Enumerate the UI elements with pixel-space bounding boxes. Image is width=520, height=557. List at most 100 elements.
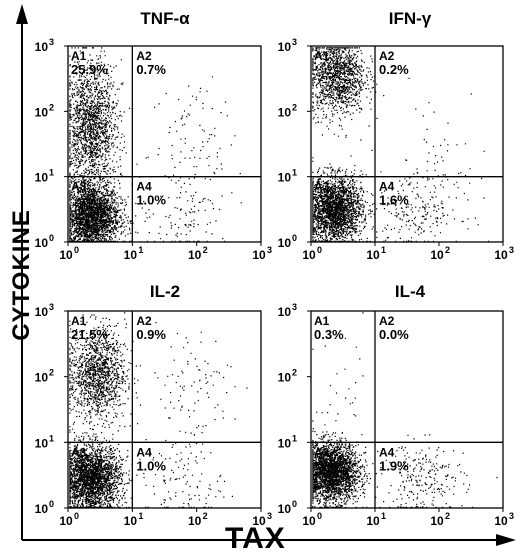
quadrant-id-a3: A3	[314, 180, 330, 194]
quadrant-percent-a2: 0.0%	[379, 327, 409, 342]
quadrant-id-a1: A1	[71, 49, 87, 63]
quadrant-id-a1: A1	[71, 314, 87, 328]
quadrant-id-a1: A1	[314, 314, 330, 328]
event-dot-cloud	[69, 312, 248, 508]
x-tick-label: 10	[430, 248, 444, 262]
x-tick-exponent: 1	[138, 245, 143, 255]
y-tick-label: 10	[35, 40, 49, 54]
x-tick-exponent: 0	[317, 511, 322, 521]
quadrant-id-a4: A4	[379, 180, 395, 194]
y-tick-exponent: 2	[49, 102, 54, 112]
event-dots	[69, 312, 248, 508]
y-tick-label: 10	[278, 371, 292, 385]
x-tick-exponent: 1	[381, 245, 386, 255]
y-tick-exponent: 3	[292, 302, 297, 312]
x-axis-label: TAX	[225, 522, 286, 555]
x-tick-exponent: 2	[203, 245, 208, 255]
plot-title: IL-4	[395, 282, 426, 301]
y-tick-label: 10	[278, 171, 292, 185]
y-tick-exponent: 3	[49, 37, 54, 47]
x-tick-label: 10	[302, 248, 316, 262]
y-tick-exponent: 0	[292, 499, 297, 509]
x-tick-exponent: 1	[381, 511, 386, 521]
y-tick-exponent: 1	[292, 433, 297, 443]
x-tick-exponent: 2	[445, 245, 450, 255]
quadrant-id-a3: A3	[314, 445, 330, 459]
x-tick-label: 10	[188, 248, 202, 262]
quadrant-id-a4: A4	[136, 445, 152, 459]
quadrant-percent-a4: 1.6%	[379, 193, 409, 208]
plot-title: IL-2	[150, 282, 180, 301]
quadrant-percent-a2: 0.2%	[379, 62, 409, 77]
quadrant-id-a2: A2	[136, 314, 152, 328]
event-dots	[69, 47, 242, 242]
x-tick-label: 10	[124, 514, 138, 528]
quadrant-percent-a1: 21.5%	[71, 327, 108, 342]
quadrant-id-a3: A3	[71, 180, 87, 194]
y-tick-label: 10	[35, 436, 49, 450]
x-tick-label: 10	[494, 514, 508, 528]
plot-frame	[67, 310, 262, 509]
x-tick-exponent: 3	[509, 511, 514, 521]
x-tick-exponent: 0	[74, 511, 79, 521]
y-tick-label: 10	[35, 502, 49, 516]
y-tick-exponent: 0	[49, 233, 54, 243]
y-tick-label: 10	[35, 371, 49, 385]
x-tick-label: 10	[430, 514, 444, 528]
y-tick-exponent: 3	[292, 37, 297, 47]
quadrant-id-a2: A2	[136, 49, 152, 63]
x-tick-exponent: 3	[509, 245, 514, 255]
x-tick-label: 10	[59, 514, 73, 528]
quadrant-id-a2: A2	[379, 49, 395, 63]
quadrant-id-a2: A2	[379, 314, 395, 328]
x-tick-label: 10	[494, 248, 508, 262]
quadrant-percent-a4: 1.0%	[136, 193, 166, 208]
x-tick-exponent: 3	[267, 511, 272, 521]
quadrant-percent-a2: 0.9%	[136, 327, 166, 342]
y-tick-label: 10	[278, 305, 292, 319]
x-tick-exponent: 0	[317, 245, 322, 255]
y-tick-label: 10	[278, 40, 292, 54]
event-dot-cloud	[312, 47, 490, 242]
y-tick-label: 10	[35, 236, 49, 250]
quadrant-percent-a2: 0.7%	[136, 62, 166, 77]
x-tick-label: 10	[59, 248, 73, 262]
y-tick-exponent: 2	[292, 102, 297, 112]
x-axis-arrow-head	[496, 534, 516, 546]
y-tick-label: 10	[35, 305, 49, 319]
x-tick-label: 10	[366, 248, 380, 262]
x-tick-exponent: 2	[445, 511, 450, 521]
y-tick-label: 10	[35, 105, 49, 119]
x-tick-exponent: 0	[74, 245, 79, 255]
x-tick-exponent: 3	[267, 245, 272, 255]
x-tick-exponent: 1	[138, 511, 143, 521]
quadrant-percent-a4: 1.9%	[379, 458, 409, 473]
x-tick-label: 10	[252, 514, 266, 528]
y-axis-arrow-head	[16, 4, 28, 24]
y-tick-label: 10	[35, 171, 49, 185]
quadrant-id-a1: A1	[314, 49, 330, 63]
event-dot-cloud	[69, 47, 242, 242]
quadrant-percent-a4: 1.0%	[136, 458, 166, 473]
event-dots	[312, 47, 490, 242]
y-tick-label: 10	[278, 105, 292, 119]
x-tick-label: 10	[366, 514, 380, 528]
y-tick-exponent: 0	[292, 233, 297, 243]
flow-plot-2: IFN-γA1 A20.2%A3 A41.6%10 010 110 210 310 0 10 1 1…	[278, 9, 514, 262]
y-tick-exponent: 0	[49, 499, 54, 509]
y-tick-exponent: 2	[49, 368, 54, 378]
x-tick-exponent: 2	[203, 511, 208, 521]
plot-title: TNF-α	[140, 9, 190, 28]
plot-title: IFN-γ	[389, 9, 432, 28]
y-tick-label: 10	[278, 502, 292, 516]
y-tick-exponent: 1	[49, 433, 54, 443]
quadrant-id-a3: A3	[71, 445, 87, 459]
y-tick-label: 10	[278, 236, 292, 250]
y-tick-exponent: 1	[49, 168, 54, 178]
x-tick-label: 10	[252, 248, 266, 262]
x-tick-label: 10	[302, 514, 316, 528]
